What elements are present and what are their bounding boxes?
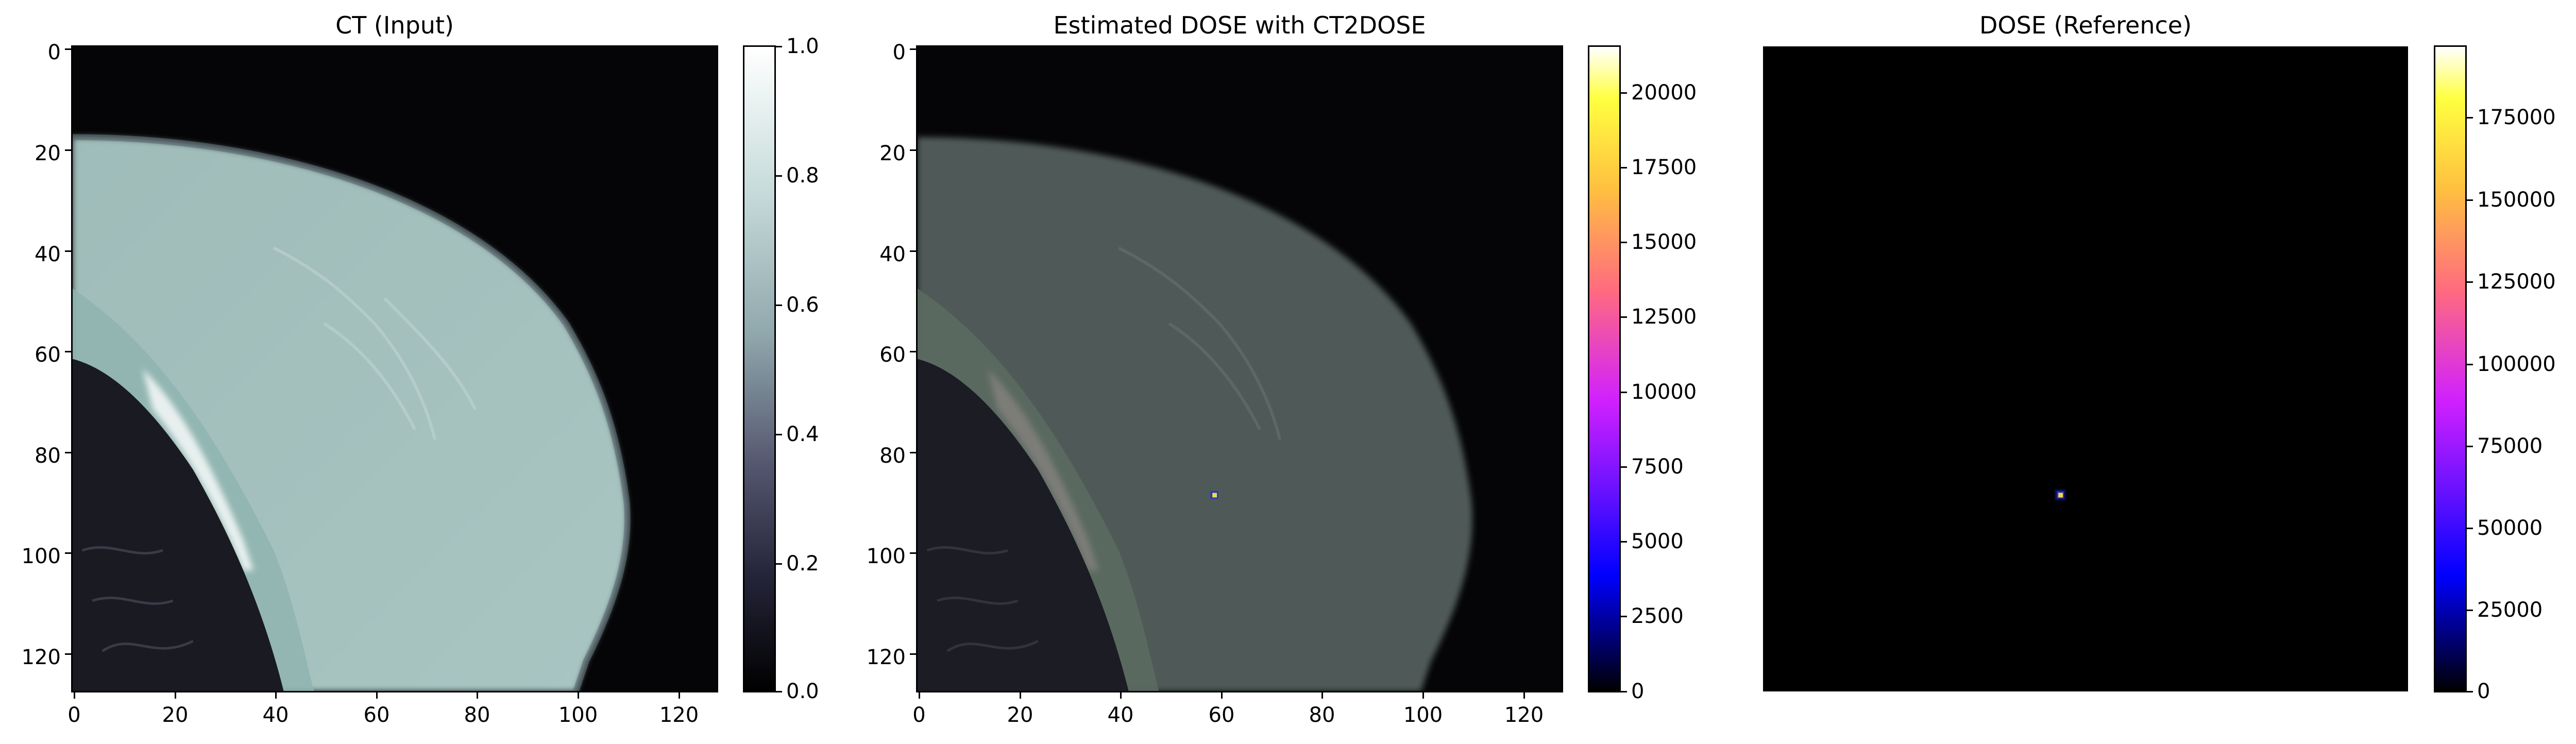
est-xtick-120: 120 (1504, 703, 1544, 727)
ct-xtick-60: 60 (363, 703, 390, 727)
ct-cbar-label-0.2: 0.2 (786, 552, 819, 576)
est-cbar-label-12500: 12500 (1631, 305, 1697, 329)
ct-xtick-80: 80 (464, 703, 490, 727)
ct-xtick-120: 120 (659, 703, 699, 727)
ref-cbar-label-175000: 175000 (2477, 106, 2556, 129)
reference-colorbar (2434, 45, 2467, 692)
ct-cbar-label-0.0: 0.0 (786, 680, 819, 703)
reference-dose-image (1763, 46, 2408, 691)
est-ytick-60: 60 (879, 343, 906, 367)
est-xtick-80: 80 (1309, 703, 1335, 727)
ref-cbar-label-75000: 75000 (2477, 434, 2543, 458)
est-cbar-label-10000: 10000 (1631, 380, 1697, 404)
ref-cbar-label-0: 0 (2477, 680, 2490, 703)
ct-xtick-20: 20 (162, 703, 189, 727)
estimated-dose-svg (917, 46, 1562, 691)
ref-cbar-label-50000: 50000 (2477, 516, 2543, 540)
est-xtick-60: 60 (1208, 703, 1235, 727)
reference-dose-svg (1763, 46, 2408, 691)
est-ytick-40: 40 (879, 243, 906, 266)
est-cbar-label-0: 0 (1631, 680, 1645, 703)
est-xtick-100: 100 (1403, 703, 1443, 727)
ref-cbar-label-25000: 25000 (2477, 598, 2543, 622)
est-xtick-40: 40 (1107, 703, 1134, 727)
ct-image (72, 46, 717, 691)
panel-title-reference: DOSE (Reference) (1979, 11, 2192, 39)
ref-cbar-label-100000: 100000 (2477, 352, 2556, 376)
ct-image-svg (72, 46, 717, 691)
ct-ytick-40: 40 (35, 243, 61, 266)
est-ytick-0: 0 (892, 41, 906, 64)
estimated-colorbar (1588, 45, 1621, 692)
ct-ytick-120: 120 (21, 646, 61, 669)
estimated-dose-hotspot (1212, 493, 1217, 498)
reference-dose-hotspot (2058, 493, 2063, 498)
ct-cbar-label-0.4: 0.4 (786, 422, 819, 446)
estimated-dose-image (917, 46, 1562, 691)
panel-title-ct: CT (Input) (335, 11, 454, 39)
ct-cbar-label-0.8: 0.8 (786, 164, 819, 188)
ref-cbar-label-125000: 125000 (2477, 270, 2556, 294)
ct-xtick-100: 100 (558, 703, 598, 727)
est-cbar-label-17500: 17500 (1631, 156, 1697, 179)
ct-ytick-80: 80 (35, 444, 61, 468)
est-ytick-100: 100 (866, 545, 906, 568)
ct-ytick-100: 100 (21, 545, 61, 568)
est-cbar-label-20000: 20000 (1631, 81, 1697, 105)
est-ytick-120: 120 (866, 646, 906, 669)
ct-cbar-label-0.6: 0.6 (786, 293, 819, 317)
est-cbar-label-15000: 15000 (1631, 230, 1697, 254)
est-cbar-label-5000: 5000 (1631, 530, 1684, 553)
est-ytick-20: 20 (879, 142, 906, 165)
ct-xtick-40: 40 (262, 703, 289, 727)
ct-ytick-20: 20 (35, 142, 61, 165)
est-ytick-80: 80 (879, 444, 906, 468)
est-xtick-20: 20 (1007, 703, 1033, 727)
est-xtick-0: 0 (912, 703, 926, 727)
ct-colorbar (743, 45, 776, 692)
panel-title-estimated: Estimated DOSE with CT2DOSE (1053, 11, 1426, 39)
est-cbar-label-2500: 2500 (1631, 604, 1684, 628)
est-cbar-label-7500: 7500 (1631, 455, 1684, 479)
ct-ytick-60: 60 (35, 343, 61, 367)
ct-xtick-0: 0 (67, 703, 81, 727)
ref-cbar-label-150000: 150000 (2477, 188, 2556, 212)
ct-cbar-label-1.0: 1.0 (786, 35, 819, 58)
ct-ytick-0: 0 (47, 41, 61, 64)
